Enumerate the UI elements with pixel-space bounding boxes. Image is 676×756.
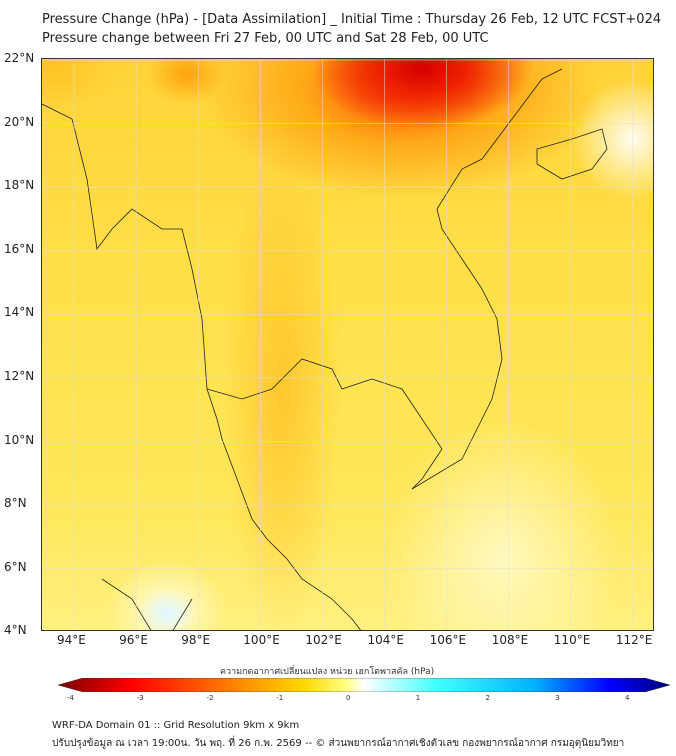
lat-tick-label: 16°N [4, 241, 35, 256]
lat-tick-label: 22°N [4, 51, 35, 65]
lon-tick-label: 104°E [367, 633, 405, 647]
chart-subtitle: Pressure change between Fri 27 Feb, 00 U… [42, 31, 489, 46]
chart-title: Pressure Change (hPa) - [Data Assimilati… [42, 12, 662, 27]
footer-credit: ปรับปรุงข้อมูล ณ เวลา 19:00น. วัน พฤ. ที… [52, 738, 625, 749]
lon-tick-label: 96°E [119, 633, 148, 647]
colorbar-tick-label: -2 [206, 694, 214, 702]
lat-tick-label: 12°N [4, 369, 35, 383]
lat-tick-label: 14°N [4, 305, 35, 320]
colorbar-tick-label: 3 [555, 694, 560, 702]
colorbar-tick-label: -3 [136, 694, 144, 702]
pressure-change-map [41, 58, 654, 631]
lat-tick-label: 18°N [4, 178, 35, 193]
colorbar [58, 678, 670, 692]
colorbar-label: ความกดอากาศเปลี่ยนแปลง หน่วย เฮกโตพาสคัล… [220, 667, 435, 677]
colorbar-tick-label: -4 [67, 694, 74, 702]
lat-tick-label: 4°N [4, 623, 27, 638]
colorbar-tick-label: 0 [346, 694, 351, 702]
lat-tick-label: 8°N [4, 496, 27, 511]
footer-model-info: WRF-DA Domain 01 :: Grid Resolution 9km … [52, 720, 300, 731]
lon-tick-label: 106°E [429, 633, 467, 647]
lat-tick-label: 10°N [4, 432, 35, 447]
lon-tick-label: 108°E [491, 633, 529, 647]
colorbar-tick-label: 4 [625, 694, 630, 702]
colorbar-tick-label: 1 [415, 694, 421, 702]
lon-tick-label: 110°E [553, 633, 591, 647]
colorbar-tick-label: 2 [485, 694, 490, 702]
lat-tick-label: 20°N [4, 114, 35, 129]
coastlines [42, 59, 653, 630]
lat-tick-label: 6°N [4, 559, 27, 574]
colorbar-tick-label: -1 [276, 694, 284, 702]
lon-tick-label: 100°E [243, 633, 280, 647]
lon-tick-label: 94°E [57, 633, 86, 647]
lon-tick-label: 112°E [615, 633, 653, 647]
lon-tick-label: 102°E [305, 633, 342, 647]
lon-tick-label: 98°E [181, 633, 211, 647]
